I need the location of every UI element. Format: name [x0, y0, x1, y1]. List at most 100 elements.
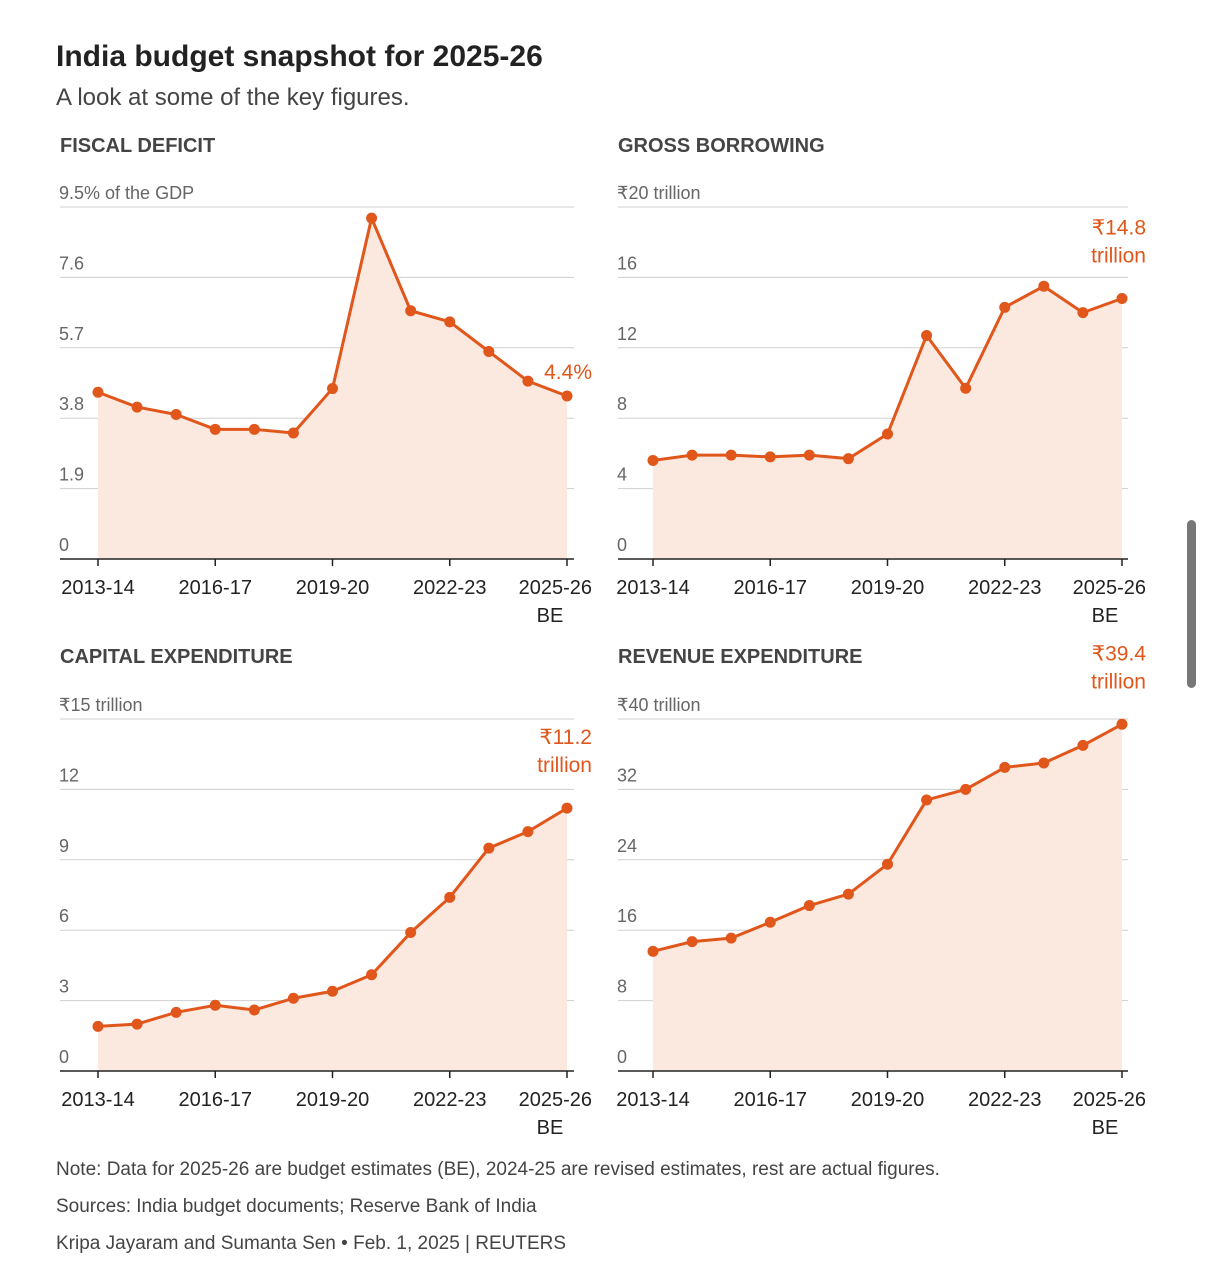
- y-tick-label: 0: [59, 535, 69, 555]
- x-tick-label: 2022-23: [968, 577, 1041, 599]
- x-tick-label: BE: [1092, 1117, 1119, 1139]
- data-point: [1038, 757, 1050, 769]
- y-tick-label: ₹15 trillion: [59, 695, 143, 715]
- y-tick-label: 0: [617, 1047, 627, 1067]
- data-point: [522, 375, 534, 387]
- x-tick-label: 2025-26: [519, 577, 592, 599]
- data-point: [209, 999, 221, 1011]
- y-tick-label: 8: [617, 394, 627, 414]
- y-tick-label: 16: [617, 906, 637, 926]
- data-point: [882, 858, 893, 870]
- y-tick-label: 16: [617, 253, 637, 273]
- x-tick-label: 2013-14: [61, 1089, 134, 1111]
- y-tick-label: 8: [617, 977, 627, 997]
- chart-capital-expenditure: CAPITAL EXPENDITURE 0 3 6 9 12 ₹15 trillion 201…: [59, 646, 592, 1139]
- data-point: [287, 992, 299, 1004]
- y-tick-label: 24: [617, 836, 637, 856]
- data-point: [287, 427, 299, 439]
- data-point: [92, 1020, 104, 1032]
- data-point: [686, 449, 698, 461]
- data-point: [522, 826, 534, 838]
- x-tick-label: BE: [537, 605, 564, 627]
- data-point: [92, 386, 104, 398]
- data-point: [764, 916, 776, 928]
- x-tick-label: 2022-23: [413, 1089, 486, 1111]
- data-point: [960, 783, 972, 795]
- area-fill: [98, 808, 567, 1071]
- x-tick-label: 2019-20: [296, 1089, 369, 1111]
- data-point: [327, 383, 338, 395]
- x-tick-label: 2016-17: [734, 577, 807, 599]
- page-title: India budget snapshot for 2025-26: [56, 40, 543, 73]
- data-point: [999, 761, 1011, 773]
- data-point: [1077, 307, 1089, 319]
- chart-revenue-expenditure: REVENUE EXPENDITURE 0 8 16 24 32 ₹40 trillion 2…: [616, 642, 1146, 1139]
- data-point: [842, 888, 854, 900]
- x-tick-label: 2016-17: [179, 1089, 252, 1111]
- y-tick-label: 12: [617, 324, 637, 344]
- x-tick-label: 2025-26: [1073, 577, 1146, 599]
- data-point: [248, 1004, 260, 1016]
- footnote: Note: Data for 2025-26 are budget estima…: [56, 1159, 940, 1180]
- data-point: [686, 936, 698, 948]
- data-point: [764, 451, 776, 463]
- data-point: [725, 449, 737, 461]
- data-point: [561, 802, 573, 814]
- x-tick-label: 2013-14: [616, 1089, 689, 1111]
- data-point: [1116, 293, 1128, 305]
- data-point: [170, 408, 182, 420]
- data-point: [170, 1006, 182, 1018]
- y-tick-label: 6: [59, 906, 69, 926]
- x-tick-label: 2022-23: [968, 1089, 1041, 1111]
- data-point: [405, 927, 417, 939]
- data-point: [803, 449, 815, 461]
- x-tick-label: BE: [1092, 605, 1119, 627]
- y-tick-label: 9.5% of the GDP: [59, 183, 194, 203]
- data-point: [1116, 718, 1128, 730]
- data-point: [999, 301, 1011, 313]
- data-point: [444, 316, 456, 328]
- x-tick-label: 2013-14: [61, 577, 134, 599]
- data-point: [366, 969, 378, 981]
- chart-gross-borrowing: GROSS BORROWING 0 4 8 12 16 ₹20 trillion 2013-1…: [616, 135, 1146, 627]
- area-fill: [653, 724, 1122, 1071]
- data-point: [842, 453, 854, 465]
- end-value-label: 4.4%: [544, 361, 592, 384]
- scrollbar[interactable]: [1187, 520, 1196, 688]
- data-point: [483, 842, 495, 854]
- data-point: [647, 945, 659, 957]
- x-tick-label: 2019-20: [851, 577, 924, 599]
- y-tick-label: 3: [59, 977, 69, 997]
- x-tick-label: 2019-20: [851, 1089, 924, 1111]
- y-tick-label: ₹20 trillion: [617, 183, 701, 203]
- data-point: [882, 428, 893, 440]
- page-subtitle: A look at some of the key figures.: [56, 84, 410, 111]
- end-value-label: ₹14.8: [1092, 217, 1146, 240]
- y-tick-label: 3.8: [59, 394, 84, 414]
- data-point: [483, 346, 495, 358]
- y-tick-label: 5.7: [59, 324, 84, 344]
- x-tick-label: 2022-23: [413, 577, 486, 599]
- data-point: [366, 212, 378, 224]
- x-tick-label: 2013-14: [616, 577, 689, 599]
- data-point: [131, 401, 143, 413]
- end-value-label: trillion: [1091, 245, 1146, 268]
- sources: Sources: India budget documents; Reserve…: [56, 1196, 537, 1217]
- y-tick-label: 12: [59, 765, 79, 785]
- data-point: [921, 794, 933, 806]
- chart-fiscal-deficit: FISCAL DEFICIT 0 1.9 3.8 5.7 7.6 9.5% of the G…: [59, 135, 592, 627]
- x-tick-label: 2025-26: [519, 1089, 592, 1111]
- end-value-label: trillion: [537, 754, 592, 777]
- y-tick-label: 4: [617, 465, 627, 485]
- y-tick-label: 32: [617, 765, 637, 785]
- end-value-label: ₹39.4: [1092, 642, 1147, 665]
- x-tick-label: 2016-17: [179, 577, 252, 599]
- data-point: [647, 454, 659, 466]
- x-tick-label: BE: [537, 1117, 564, 1139]
- y-tick-label: ₹40 trillion: [617, 695, 701, 715]
- chart-title: CAPITAL EXPENDITURE: [60, 646, 293, 668]
- chart-title: REVENUE EXPENDITURE: [618, 646, 863, 668]
- y-tick-label: 1.9: [59, 465, 84, 485]
- data-point: [248, 423, 260, 435]
- x-tick-label: 2016-17: [734, 1089, 807, 1111]
